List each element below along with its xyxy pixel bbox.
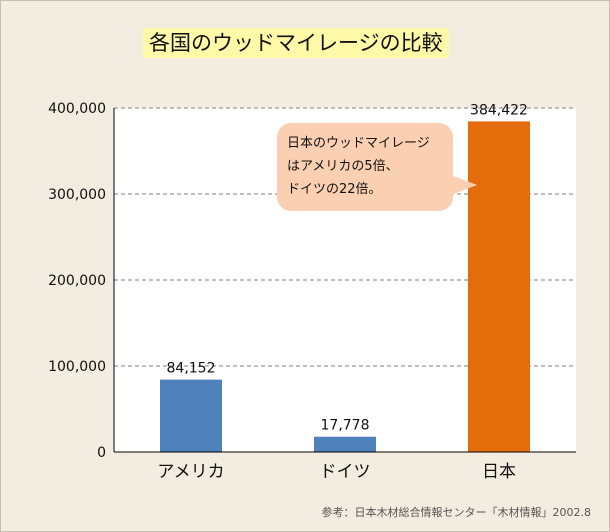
data-label: 17,778 (321, 418, 370, 434)
x-tick-label: アメリカ (157, 462, 224, 482)
annotation-line-3: ドイツの22倍。 (287, 182, 382, 197)
y-tick-label: 400,000 (48, 101, 106, 117)
y-tick-label: 0 (97, 445, 106, 461)
y-tick-label: 200,000 (48, 273, 106, 289)
annotation-line-1: 日本のウッドマイレージ (287, 136, 430, 151)
source-note: 参考：日本木材総合情報センター「木材情報」2002.8 (321, 506, 592, 519)
bar-1 (160, 379, 222, 452)
x-tick-label: 日本 (482, 462, 516, 482)
y-tick-label: 100,000 (48, 359, 106, 375)
bar-2 (314, 436, 376, 452)
chart-title: 各国のウッドマイレージの比較 (143, 28, 449, 58)
bar-3 (468, 121, 530, 452)
annotation-line-2: はアメリカの5倍、 (287, 159, 399, 174)
annotation-callout: 日本のウッドマイレージ はアメリカの5倍、 ドイツの22倍。 (277, 123, 477, 211)
x-tick-label: ドイツ (320, 462, 371, 482)
y-tick-label: 300,000 (48, 187, 106, 203)
data-label: 384,422 (470, 102, 528, 118)
data-label: 84,152 (167, 361, 216, 377)
